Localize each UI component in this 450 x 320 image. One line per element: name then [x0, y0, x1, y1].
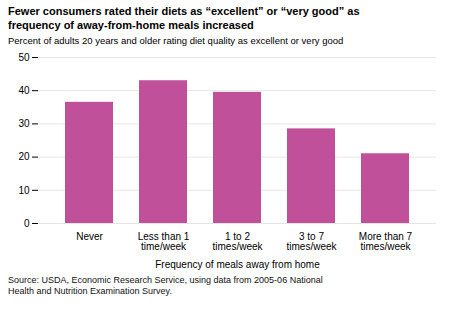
svg-text:Never: Never	[76, 231, 103, 242]
svg-text:More than 7times/week: More than 7times/week	[359, 231, 413, 252]
svg-text:30: 30	[18, 118, 30, 129]
svg-text:40: 40	[18, 85, 30, 96]
html-text:Percent of adults 20 years and: Percent of adults 20 years and older rat…	[8, 35, 344, 46]
svg-text:10: 10	[18, 185, 30, 196]
html-text:Fewer consumers rated their di: Fewer consumers rated their diets as “ex…	[8, 5, 360, 31]
html-text:Source: USDA, Economic Researc: Source: USDA, Economic Research Service,…	[8, 275, 323, 296]
svg-text:3 to 7times/week: 3 to 7times/week	[286, 231, 337, 252]
svg-text:0: 0	[24, 218, 30, 229]
svg-text:20: 20	[18, 151, 30, 162]
svg-text:Less than 1time/week: Less than 1time/week	[138, 231, 190, 252]
svg-text:Frequency of meals away from h: Frequency of meals away from home	[155, 259, 320, 270]
svg-text:1 to 2times/week: 1 to 2times/week	[212, 231, 263, 252]
svg-text:50: 50	[18, 52, 30, 63]
